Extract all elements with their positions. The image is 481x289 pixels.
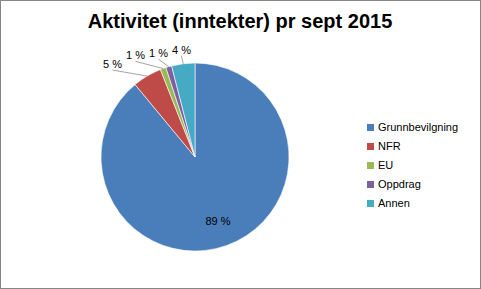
data-label: 1 % [126,49,145,61]
leader-line [181,56,183,64]
legend-swatch [367,124,374,131]
data-label: 5 % [103,58,122,70]
leader-line [158,59,168,66]
legend-swatch [367,200,374,207]
slice [172,63,195,157]
leader-line [113,70,148,76]
legend-label: Grunnbevilgning [378,121,458,133]
leader-line [136,61,164,68]
legend-swatch [367,181,374,188]
chart: Aktivitet (inntekter) pr sept 2015 89 % 5 … [0,0,481,289]
slices [101,63,289,251]
data-labels: 89 % 5 % 1 % 1 % 4 % [103,44,231,227]
data-label: 4 % [172,44,191,56]
data-label: 89 % [205,215,230,227]
legend-swatch [367,162,374,169]
legend-label: Annen [378,197,410,209]
legend-label: NFR [378,140,401,152]
slice [101,63,289,251]
legend-label: Oppdrag [378,178,421,190]
legend-label: EU [378,159,393,171]
data-label: 1 % [149,47,168,59]
title: Aktivitet (inntekter) pr sept 2015 [88,10,393,32]
legend: Grunnbevilgning NFR EU Oppdrag Annen [367,121,458,209]
frame [1,1,481,289]
legend-swatch [367,143,374,150]
